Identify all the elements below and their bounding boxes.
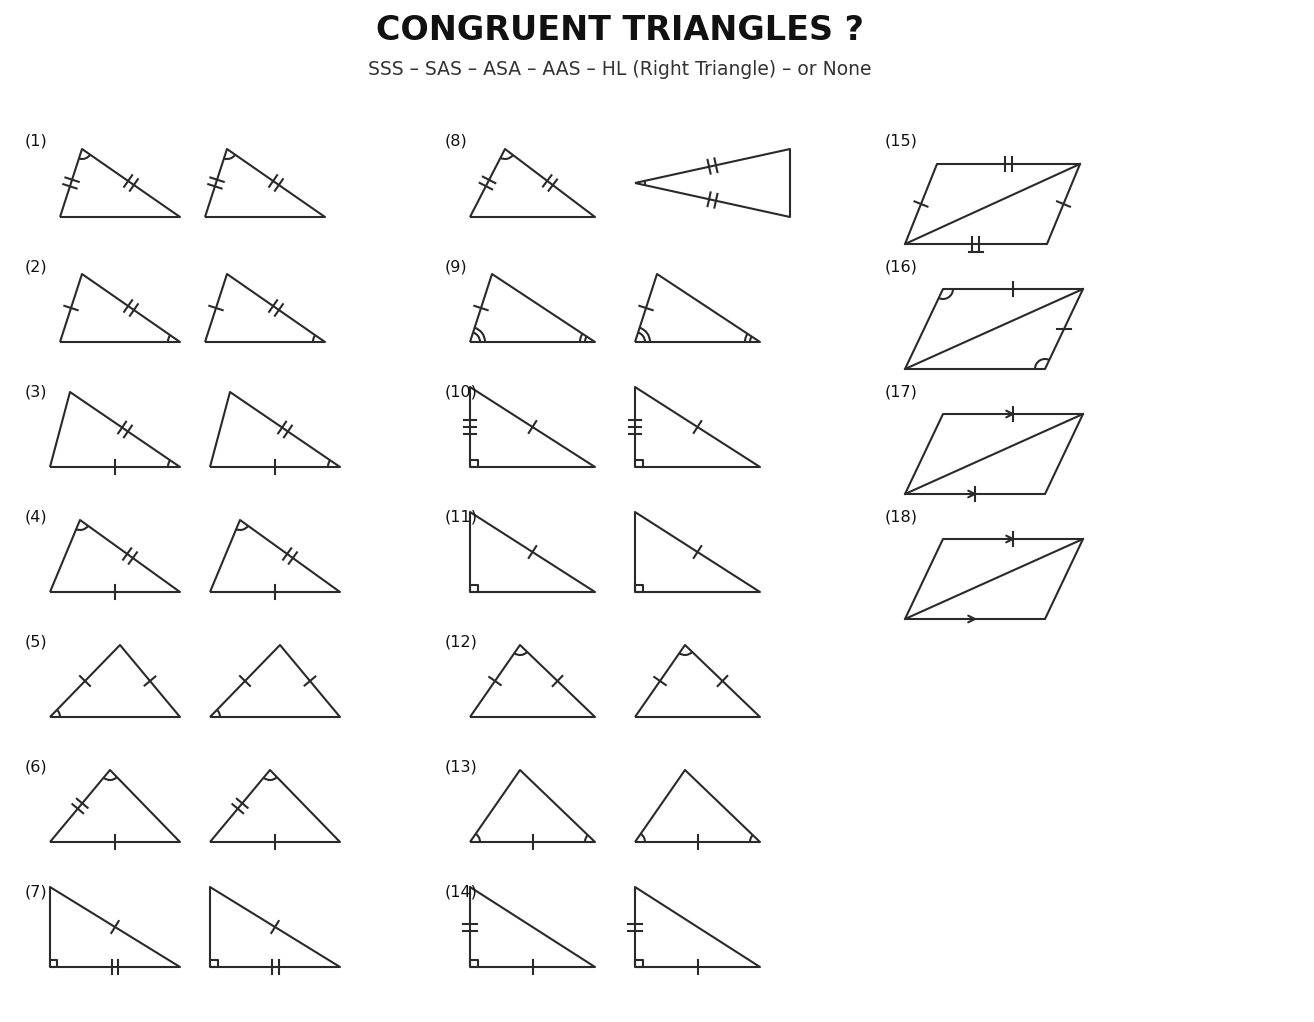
Text: (3): (3) [25,384,47,399]
Text: (12): (12) [445,634,478,649]
Text: (14): (14) [445,884,478,899]
Text: (9): (9) [445,259,468,274]
Text: (6): (6) [25,759,47,774]
Text: (13): (13) [445,759,478,774]
Text: (15): (15) [886,134,918,149]
Text: (2): (2) [25,259,47,274]
Text: CONGRUENT TRIANGLES ?: CONGRUENT TRIANGLES ? [376,14,863,47]
Text: (7): (7) [25,884,47,899]
Text: (4): (4) [25,509,47,524]
Text: (16): (16) [886,259,918,274]
Text: (5): (5) [25,634,47,649]
Text: (10): (10) [445,384,478,399]
Text: SSS – SAS – ASA – AAS – HL (Right Triangle) – or None: SSS – SAS – ASA – AAS – HL (Right Triang… [368,60,871,79]
Text: (17): (17) [886,384,918,399]
Text: (1): (1) [25,134,47,149]
Text: (18): (18) [886,509,918,524]
Text: (8): (8) [445,134,468,149]
Text: (11): (11) [445,509,478,524]
